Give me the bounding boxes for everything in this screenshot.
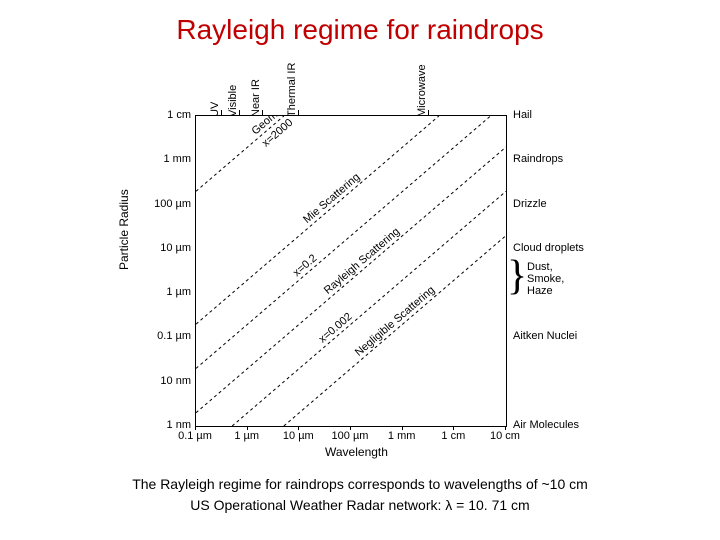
y-tick-label: 1 cm xyxy=(143,109,191,121)
band-label: Thermal IR xyxy=(286,63,298,117)
x-tick-label: 0.1 µm xyxy=(178,430,212,442)
brace-icon: } xyxy=(507,255,527,297)
x-tick-label: 10 cm xyxy=(490,430,520,442)
particle-label: Raindrops xyxy=(513,153,563,165)
regime-label: Mie Scattering xyxy=(301,171,362,226)
regime-label: x=0.002 xyxy=(317,311,355,346)
y-tick-label: 100 µm xyxy=(143,198,191,210)
regime-label: x=0.2 xyxy=(291,252,319,279)
band-label: Visible xyxy=(227,85,239,117)
regime-label: Negligible Scattering xyxy=(353,284,437,359)
y-tick-label: 10 µm xyxy=(143,242,191,254)
regime-boundary-line xyxy=(284,236,506,426)
x-tick-label: 1 cm xyxy=(441,430,465,442)
y-tick-label: 1 µm xyxy=(143,286,191,298)
caption-line2: US Operational Weather Radar network: λ … xyxy=(190,497,529,513)
x-tick-label: 1 mm xyxy=(388,430,416,442)
caption-line1: The Rayleigh regime for raindrops corres… xyxy=(132,476,588,492)
page-title: Rayleigh regime for raindrops xyxy=(0,0,720,46)
regime-boundary-line xyxy=(196,116,439,324)
particle-label: Drizzle xyxy=(513,198,547,210)
y-axis-label: Particle Radius xyxy=(117,189,131,270)
caption: The Rayleigh regime for raindrops corres… xyxy=(0,474,720,516)
regime-boundary-line xyxy=(196,116,284,191)
particle-label: Hail xyxy=(513,109,532,121)
scattering-chart: Particle Radius Wavelength 1 nm10 nm0.1 … xyxy=(125,55,605,465)
y-tick-label: 10 nm xyxy=(143,375,191,387)
x-tick-label: 100 µm xyxy=(332,430,369,442)
y-tick-label: 1 mm xyxy=(143,153,191,165)
x-tick-label: 10 µm xyxy=(283,430,314,442)
regime-boundary-line xyxy=(232,191,506,426)
particle-label: Air Molecules xyxy=(513,419,579,431)
particle-label: Dust, Smoke, Haze xyxy=(527,261,564,297)
particle-label: Aitken Nuclei xyxy=(513,330,577,342)
plot-area: Geometric Opticsx=2000Mie Scatteringx=0.… xyxy=(195,115,507,427)
x-axis-label: Wavelength xyxy=(325,445,388,459)
regime-label: Rayleigh Scattering xyxy=(322,226,402,297)
band-label: Microwave xyxy=(416,64,428,117)
y-tick-label: 0.1 µm xyxy=(143,330,191,342)
band-label: Near IR xyxy=(250,79,262,117)
x-tick-label: 1 µm xyxy=(234,430,259,442)
